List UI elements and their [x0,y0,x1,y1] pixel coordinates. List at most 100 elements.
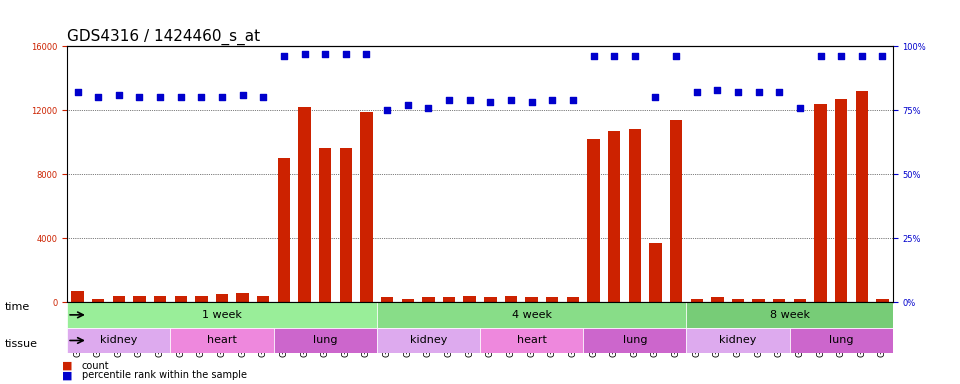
Text: lung: lung [313,336,338,346]
Text: kidney: kidney [719,336,756,346]
Point [648,94,663,100]
Bar [195,296,207,302]
Point [90,94,106,100]
Text: ■: ■ [62,370,73,380]
Point [379,107,395,113]
Point [709,86,725,93]
Bar [546,297,559,302]
Point [214,94,229,100]
Bar [753,299,765,302]
Point [359,51,374,57]
Point [731,89,746,95]
Point [420,104,436,111]
Bar [443,297,455,302]
Text: kidney: kidney [410,336,447,346]
Bar [525,297,538,302]
Text: 4 week: 4 week [512,310,552,320]
Text: GDS4316 / 1424460_s_at: GDS4316 / 1424460_s_at [67,28,260,45]
Bar [588,139,600,302]
Bar [686,328,790,353]
Bar [649,243,661,302]
Bar [794,299,806,302]
Point [194,94,209,100]
Bar [154,296,166,302]
Bar [340,149,352,302]
Text: tissue: tissue [5,339,37,349]
Point [338,51,353,57]
Point [792,104,807,111]
Bar [566,297,579,302]
Point [668,53,684,60]
Bar [690,299,703,302]
Bar [171,328,274,353]
Bar [133,296,146,302]
Bar [401,299,414,302]
Bar [422,297,435,302]
Bar [67,302,377,328]
Bar [686,302,893,328]
Point [235,92,251,98]
Point [503,97,518,103]
Bar [480,328,584,353]
Text: 8 week: 8 week [770,310,809,320]
Point [565,97,581,103]
Point [462,97,477,103]
Point [813,53,828,60]
Point [751,89,766,95]
Text: time: time [5,302,30,312]
Point [173,94,188,100]
Point [772,89,787,95]
Point [153,94,168,100]
Bar [670,120,683,302]
Point [442,97,457,103]
Bar [505,296,517,302]
Point [689,89,705,95]
Point [276,53,292,60]
Bar [277,158,290,302]
Bar [608,131,620,302]
Point [854,53,870,60]
Point [400,102,416,108]
Point [297,51,312,57]
Point [255,94,271,100]
Bar [112,296,125,302]
Bar [377,328,480,353]
Point [132,94,147,100]
Point [586,53,601,60]
Text: count: count [82,361,109,371]
Bar [464,296,476,302]
Point [70,89,85,95]
Bar [814,104,827,302]
Bar [732,299,744,302]
Point [318,51,333,57]
Point [875,53,890,60]
Bar [377,302,686,328]
Bar [855,91,868,302]
Text: percentile rank within the sample: percentile rank within the sample [82,370,247,380]
Bar [274,328,377,353]
Text: heart: heart [207,336,237,346]
Bar [67,328,171,353]
Bar [319,149,331,302]
Bar [175,296,187,302]
Text: kidney: kidney [100,336,137,346]
Text: heart: heart [516,336,546,346]
Bar [299,107,311,302]
Bar [835,99,848,302]
Bar [381,297,394,302]
Bar [360,112,372,302]
Point [627,53,642,60]
Point [111,92,127,98]
Bar [790,328,893,353]
Bar [773,299,785,302]
Bar [236,293,249,302]
Text: ■: ■ [62,361,73,371]
Bar [92,299,105,302]
Point [544,97,560,103]
Bar [876,299,889,302]
Point [607,53,622,60]
Text: lung: lung [622,336,647,346]
Point [833,53,849,60]
Bar [629,129,641,302]
Text: 1 week: 1 week [202,310,242,320]
